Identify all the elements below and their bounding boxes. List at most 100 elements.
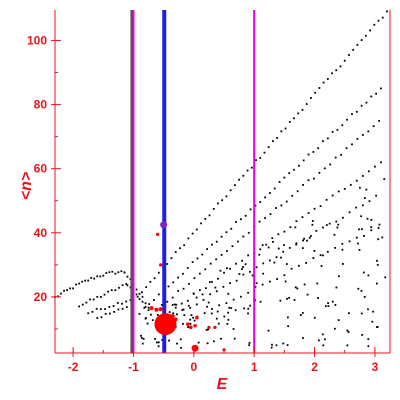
data-point [195, 303, 198, 306]
data-point [255, 159, 257, 161]
data-point [117, 308, 120, 311]
data-point [346, 344, 349, 347]
data-point [91, 310, 94, 313]
data-point [287, 316, 289, 319]
data-point [191, 232, 194, 235]
data-point [202, 298, 205, 301]
data-point [314, 91, 317, 94]
data-point [222, 285, 225, 288]
data-point [262, 262, 265, 265]
highlight-point [195, 315, 199, 320]
data-point [341, 242, 344, 245]
data-point [361, 175, 364, 177]
data-point [161, 339, 164, 341]
data-point [231, 245, 234, 248]
highlight-point [193, 323, 197, 328]
data-point [193, 277, 196, 279]
data-point [104, 313, 107, 315]
data-point [288, 120, 291, 123]
data-point [249, 270, 251, 273]
data-series [54, 10, 388, 349]
data-point [177, 290, 180, 292]
data-point [232, 328, 235, 330]
data-point [249, 304, 252, 307]
data-point [241, 268, 243, 270]
data-point [251, 274, 254, 277]
data-point [181, 309, 184, 311]
data-point [141, 300, 144, 303]
data-point [223, 315, 226, 318]
y-axis-label: <n> [18, 172, 35, 200]
data-point [150, 313, 152, 316]
data-point [208, 281, 211, 284]
data-point [60, 292, 62, 295]
data-point [227, 311, 230, 314]
data-point [269, 213, 272, 216]
data-point [258, 253, 261, 256]
data-point [313, 316, 316, 319]
data-point [233, 184, 236, 187]
data-point [135, 293, 138, 296]
data-point [337, 319, 340, 322]
data-point [182, 308, 185, 311]
data-point [302, 239, 304, 242]
data-point [89, 298, 91, 301]
data-point [343, 187, 346, 190]
data-point [220, 253, 223, 256]
x-axis-label: E [217, 376, 229, 393]
data-point [311, 223, 314, 226]
data-point [365, 101, 368, 104]
data-point [170, 257, 173, 260]
data-point [234, 309, 237, 312]
data-point [111, 270, 114, 273]
data-point [173, 303, 176, 306]
data-point [301, 312, 304, 314]
data-point [220, 235, 223, 238]
data-point [346, 329, 349, 332]
data-point [229, 267, 231, 270]
data-point [267, 146, 270, 149]
data-point [368, 200, 371, 203]
data-point [361, 134, 364, 136]
data-point [140, 334, 142, 337]
data-point [200, 222, 202, 225]
data-point [355, 179, 358, 182]
data-point [370, 226, 373, 228]
highlight-point [159, 263, 163, 267]
data-point [327, 302, 329, 304]
data-point [331, 300, 334, 303]
data-point [248, 342, 251, 344]
highlight-point [158, 307, 163, 312]
data-point [227, 292, 230, 295]
data-point [175, 303, 178, 306]
y-tick-label: 60 [34, 162, 48, 176]
data-point [259, 157, 262, 159]
data-point [378, 223, 381, 226]
data-point [206, 248, 209, 250]
data-point [317, 339, 320, 342]
y-tick-label: 100 [27, 33, 47, 47]
data-point [254, 286, 257, 288]
data-point [301, 216, 304, 219]
data-point [340, 153, 343, 156]
data-point [331, 130, 334, 133]
data-point [108, 271, 111, 274]
data-point [140, 336, 143, 339]
data-point [278, 181, 281, 183]
data-point [189, 322, 192, 325]
data-point [326, 250, 329, 253]
data-point [311, 219, 314, 222]
data-point [198, 272, 201, 275]
data-point [221, 199, 224, 202]
x-tick-label: 1 [251, 360, 258, 374]
data-point [235, 221, 237, 223]
data-point [229, 282, 231, 285]
data-point [114, 272, 117, 275]
data-point [226, 250, 228, 252]
data-point [361, 204, 364, 207]
vertical-lines [130, 10, 256, 353]
data-point [362, 271, 365, 274]
data-point [75, 283, 78, 286]
data-point [144, 302, 147, 305]
data-point [108, 306, 111, 308]
